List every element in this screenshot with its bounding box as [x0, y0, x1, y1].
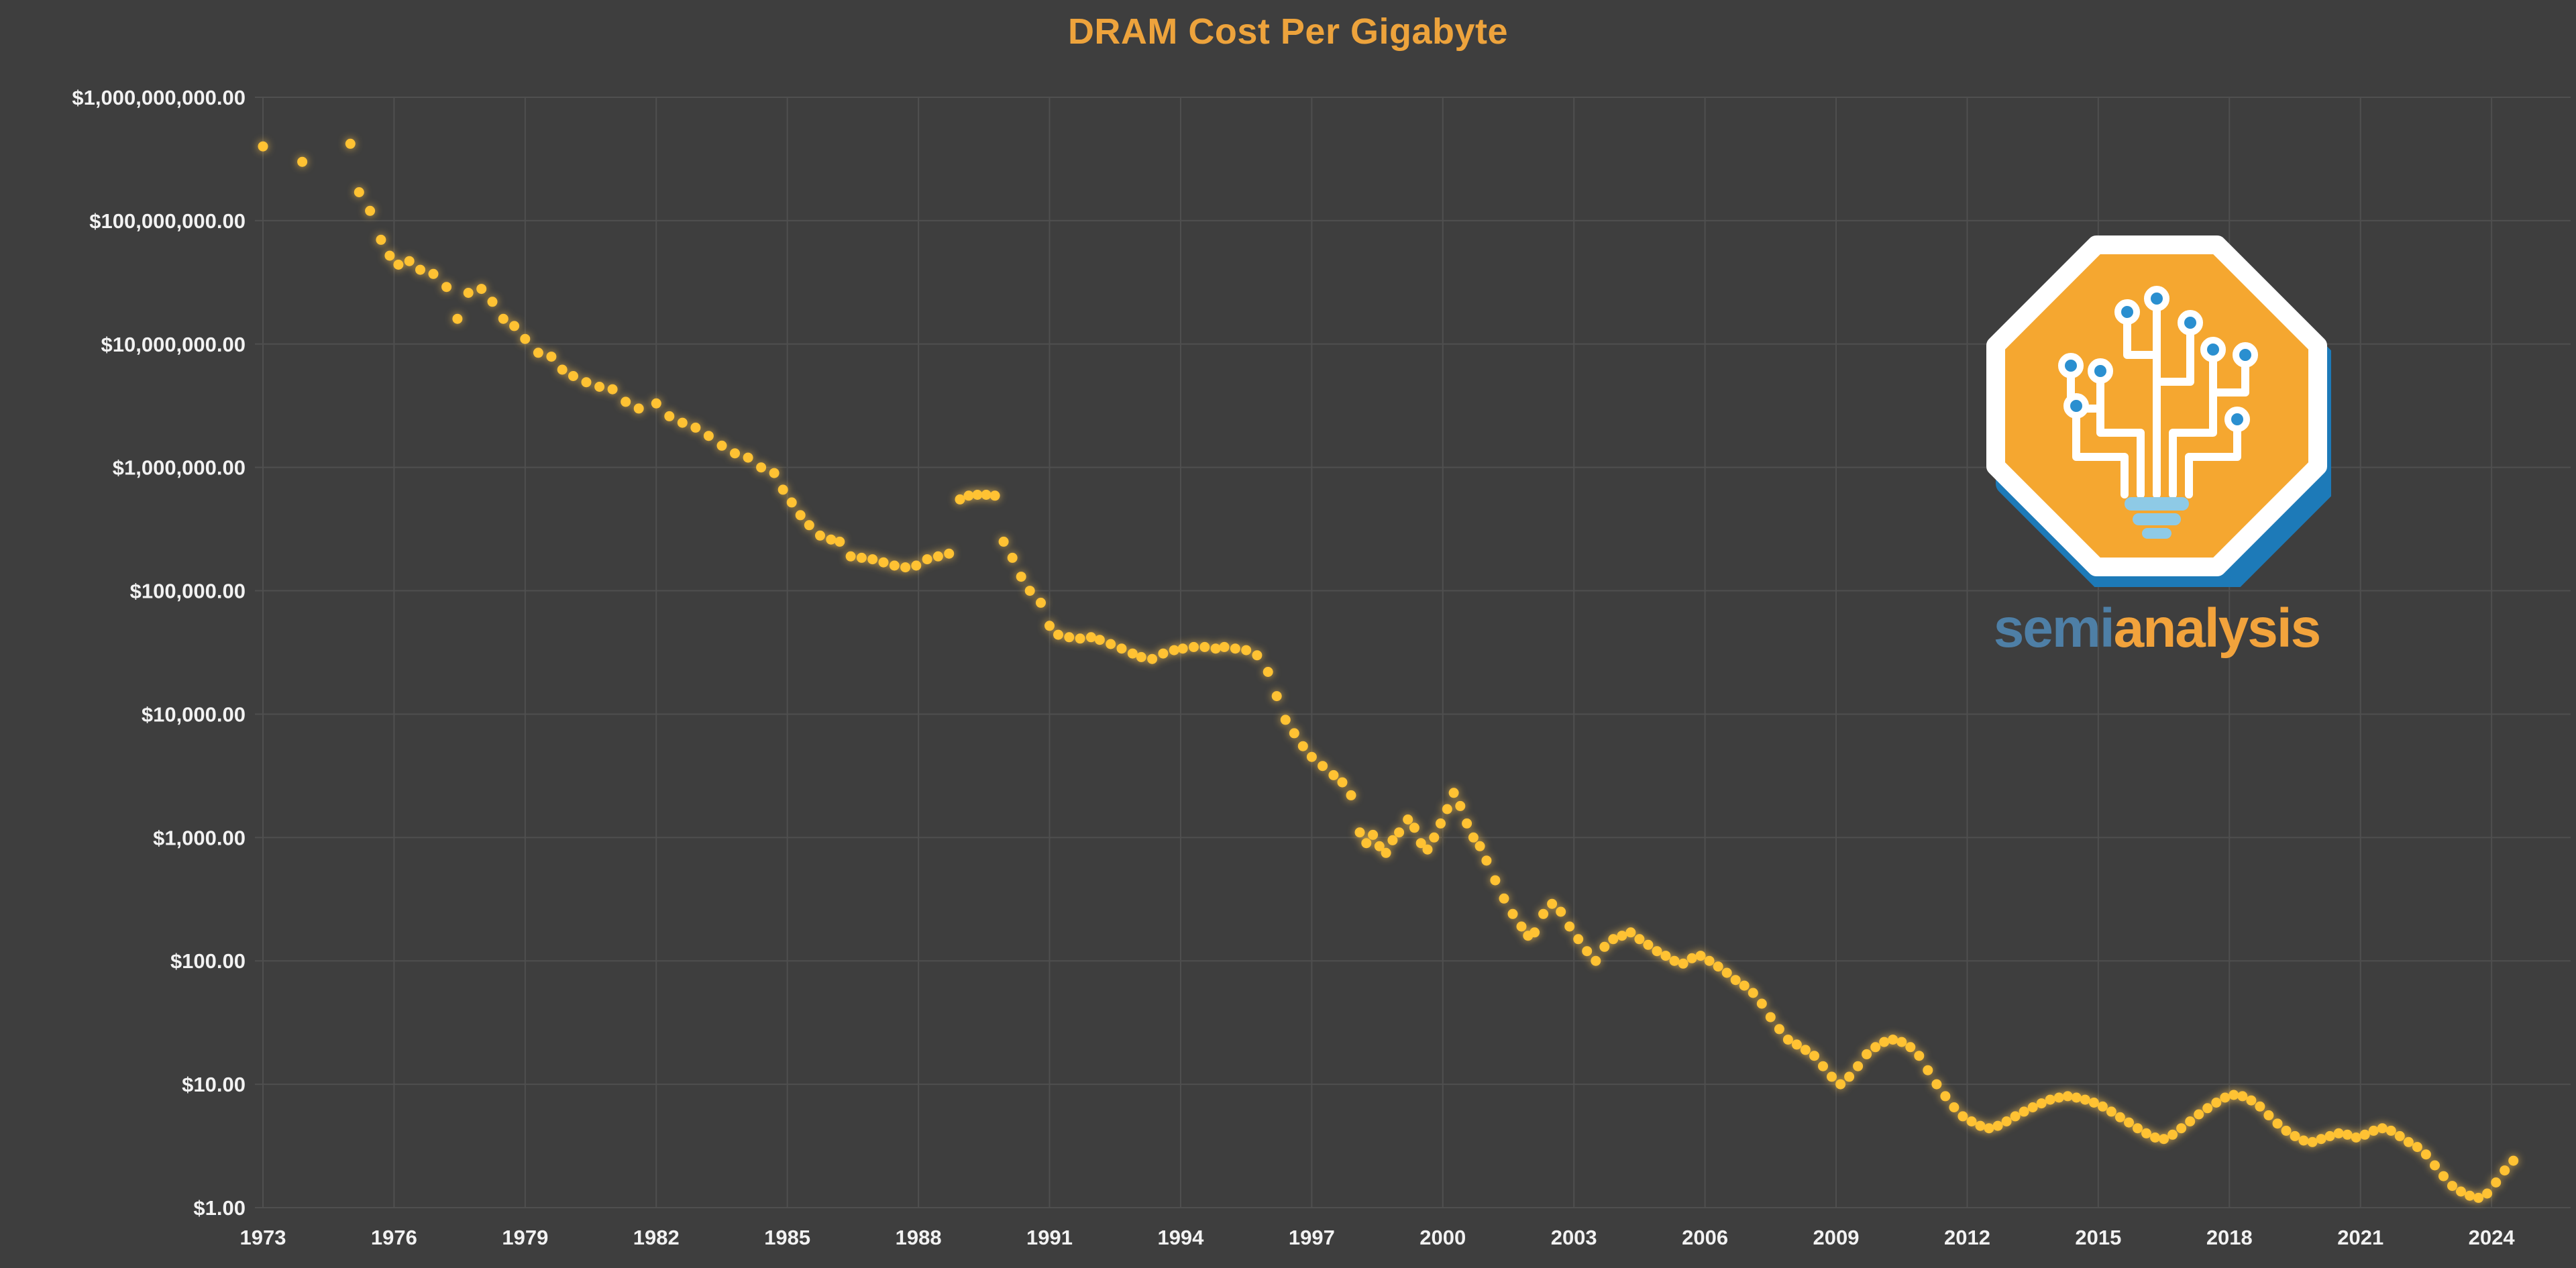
svg-text:1979: 1979 [502, 1226, 548, 1249]
semianalysis-logo: semianalysis [1962, 231, 2351, 656]
svg-text:$10,000,000.00: $10,000,000.00 [101, 333, 246, 356]
svg-text:$1.00: $1.00 [193, 1196, 246, 1220]
svg-text:1994: 1994 [1157, 1226, 1204, 1249]
svg-text:2006: 2006 [1682, 1226, 1728, 1249]
svg-text:$1,000,000,000.00: $1,000,000,000.00 [72, 86, 246, 109]
svg-text:$10.00: $10.00 [182, 1073, 246, 1096]
svg-text:2000: 2000 [1419, 1226, 1466, 1249]
svg-text:2021: 2021 [2337, 1226, 2383, 1249]
chart-title: DRAM Cost Per Gigabyte [1067, 11, 1509, 52]
svg-text:2024: 2024 [2469, 1226, 2516, 1249]
svg-text:2012: 2012 [1944, 1226, 1990, 1249]
svg-text:$100.00: $100.00 [170, 949, 246, 973]
svg-text:1985: 1985 [764, 1226, 810, 1249]
svg-text:2003: 2003 [1551, 1226, 1597, 1249]
svg-text:2009: 2009 [1813, 1226, 1860, 1249]
svg-text:$1,000.00: $1,000.00 [153, 826, 246, 849]
svg-text:2015: 2015 [2075, 1226, 2121, 1249]
svg-text:$100,000.00: $100,000.00 [130, 580, 246, 603]
svg-text:$1,000,000.00: $1,000,000.00 [113, 456, 246, 480]
svg-text:1982: 1982 [633, 1226, 680, 1249]
svg-text:1997: 1997 [1289, 1226, 1335, 1249]
svg-text:1991: 1991 [1026, 1226, 1073, 1249]
circuit-tree-octagon-icon [1986, 235, 2339, 595]
svg-text:1988: 1988 [896, 1226, 942, 1249]
svg-text:2018: 2018 [2206, 1226, 2253, 1249]
brand-wordmark: semianalysis [1962, 601, 2351, 656]
svg-text:1976: 1976 [371, 1226, 417, 1249]
svg-text:$100,000,000.00: $100,000,000.00 [89, 209, 246, 233]
brand-text-semi: semi [1993, 598, 2115, 659]
svg-text:1973: 1973 [240, 1226, 286, 1249]
brand-text-analysis: analysis [2113, 598, 2322, 659]
svg-text:$10,000.00: $10,000.00 [142, 702, 246, 726]
